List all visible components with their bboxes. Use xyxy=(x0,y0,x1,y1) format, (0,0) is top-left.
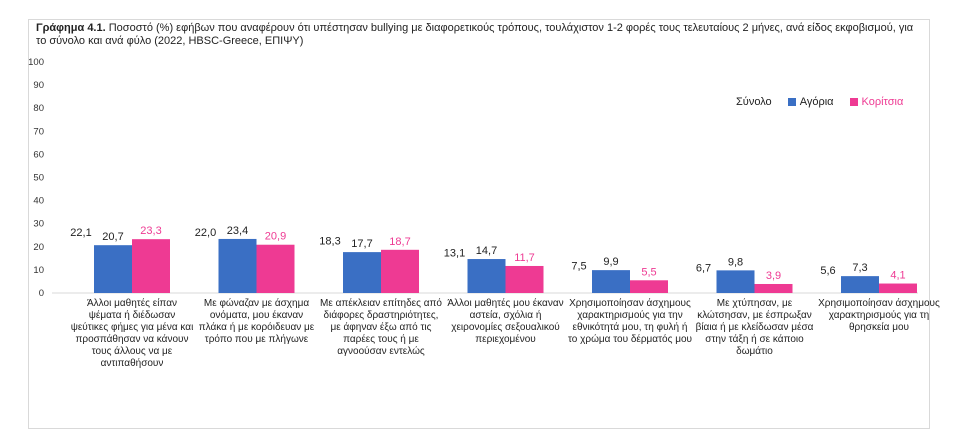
value-label-total: 6,7 xyxy=(696,263,711,275)
bar-boys xyxy=(841,276,879,293)
y-tick-label: 100 xyxy=(28,57,44,68)
chart-title-text: Ποσοστό (%) εφήβων που αναφέρουν ότι υπέ… xyxy=(36,22,914,47)
y-tick-label: 30 xyxy=(33,219,44,230)
y-tick-label: 60 xyxy=(33,149,44,160)
x-tick-label: Με φώναζαν με άσχημα ονόματα, μου έκαναν… xyxy=(198,298,315,345)
value-label-total: 5,6 xyxy=(820,265,835,277)
bar-boys xyxy=(343,252,381,293)
legend-label-boys: Αγόρια xyxy=(799,96,834,108)
x-tick-label: Άλλοι μαθητές είπαν ψέματα ή διέδωσαν ψε… xyxy=(70,298,194,369)
chart-frame xyxy=(28,19,930,429)
bar-boys xyxy=(592,270,630,293)
bars xyxy=(94,238,917,293)
y-tick-label: 50 xyxy=(33,173,44,184)
chart-title-prefix: Γράφημα 4.1. xyxy=(36,22,106,34)
value-label-boys: 23,4 xyxy=(227,225,248,237)
bar-girls xyxy=(256,244,295,293)
value-label-girls: 20,9 xyxy=(265,231,286,243)
x-tick-label: Χρησιμοποίησαν άσχημους χαρακτηρισμούς γ… xyxy=(818,298,940,333)
value-label-girls: 5,5 xyxy=(641,266,656,278)
value-label-boys: 14,7 xyxy=(476,245,497,257)
legend-label-total: Σύνολο xyxy=(736,96,772,108)
bar-girls xyxy=(132,239,170,293)
y-tick-label: 10 xyxy=(33,265,44,276)
value-label-boys: 17,7 xyxy=(351,238,372,250)
bar-boys xyxy=(716,270,755,293)
y-tick-label: 80 xyxy=(33,103,44,114)
value-label-girls: 18,7 xyxy=(389,236,410,248)
x-tick-label: Άλλοι μαθητές μου έκαναν αστεία, σχόλια … xyxy=(447,298,564,345)
value-label-total: 7,5 xyxy=(571,261,586,273)
legend: Σύνολο Αγόρια Κορίτσια xyxy=(736,96,903,108)
value-label-girls: 3,9 xyxy=(766,270,781,282)
x-tick-label: Με χτύπησαν, με κλώτσησαν, με έσπρωξαν β… xyxy=(695,298,814,357)
y-tick-label: 0 xyxy=(39,288,44,299)
value-label-boys: 20,7 xyxy=(102,231,123,243)
bar-girls xyxy=(630,280,668,293)
legend-item-total: Σύνολο xyxy=(736,96,772,108)
bar-boys xyxy=(467,259,506,293)
value-label-boys: 9,8 xyxy=(728,256,743,268)
legend-swatch-girls xyxy=(849,98,858,106)
value-labels: 22,1 20,7 23,3 22,0 23,4 20,9 18,3 17,7 18,7 13,1… xyxy=(70,225,905,282)
legend-swatch-boys xyxy=(787,98,796,106)
value-label-boys: 7,3 xyxy=(852,262,867,274)
y-tick-label: 70 xyxy=(33,126,44,137)
value-label-girls: 11,7 xyxy=(514,252,535,264)
value-label-girls: 23,3 xyxy=(140,225,161,237)
legend-item-boys: Αγόρια xyxy=(787,96,834,108)
y-tick-label: 90 xyxy=(33,80,44,91)
value-label-boys: 9,9 xyxy=(603,256,618,268)
chart-title: Γράφημα 4.1. Ποσοστό (%) εφήβων που αναφ… xyxy=(36,22,916,48)
y-tick-label: 20 xyxy=(33,242,44,253)
y-tick-label: 40 xyxy=(33,196,44,207)
value-label-total: 22,1 xyxy=(70,227,91,239)
value-label-girls: 4,1 xyxy=(890,270,905,282)
bar-girls xyxy=(505,265,544,293)
legend-label-girls: Κορίτσια xyxy=(861,96,904,108)
bar-boys xyxy=(218,238,257,293)
value-label-total: 22,0 xyxy=(195,227,216,239)
legend-item-girls: Κορίτσια xyxy=(849,96,904,108)
bar-girls xyxy=(754,283,793,293)
x-tick-label: Με απέκλειαν επίτηδες από διάφορες δραστ… xyxy=(320,298,442,357)
bar-girls xyxy=(879,283,917,293)
bar-boys xyxy=(94,245,132,293)
value-label-total: 18,3 xyxy=(319,236,340,248)
bar-girls xyxy=(381,249,419,293)
value-label-total: 13,1 xyxy=(444,248,465,260)
x-tick-label: Χρησιμοποίησαν άσχημους χαρακτηρισμούς γ… xyxy=(568,298,692,345)
